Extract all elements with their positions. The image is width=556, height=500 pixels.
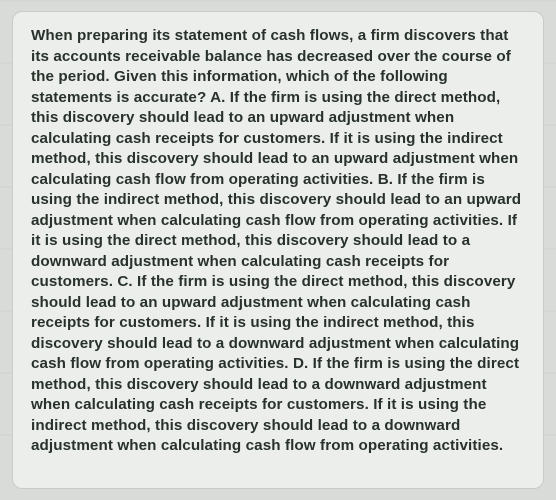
question-card: When preparing its statement of cash flo… xyxy=(12,11,544,489)
question-text: When preparing its statement of cash flo… xyxy=(31,26,525,457)
